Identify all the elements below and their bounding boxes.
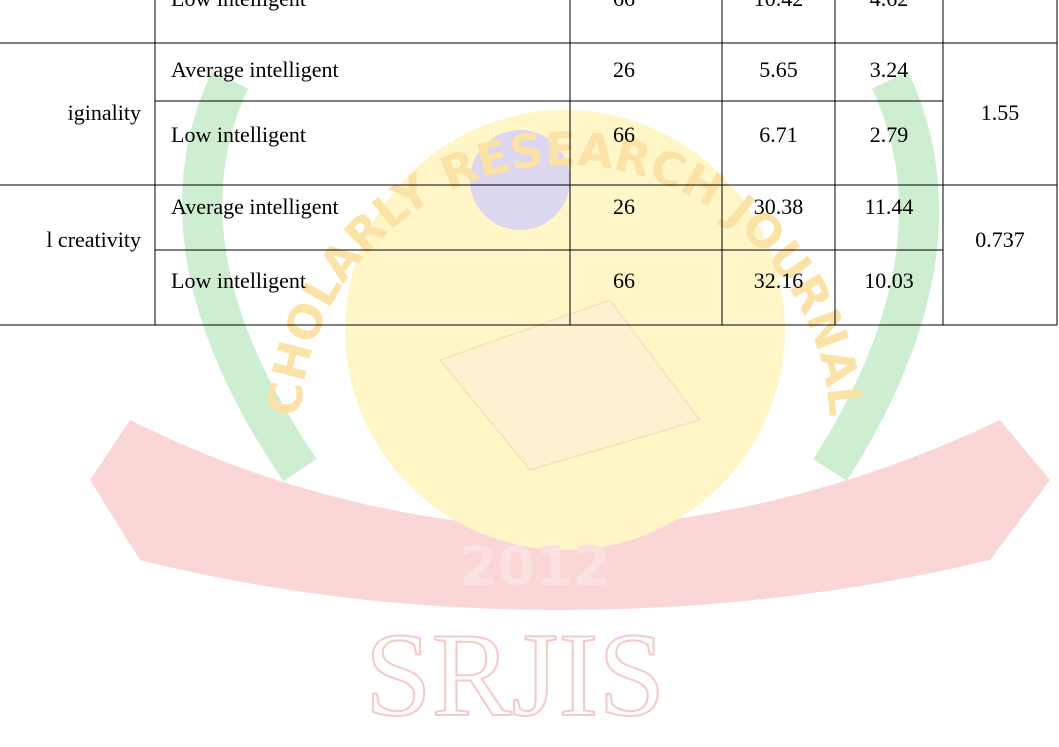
cell: 3.24 <box>869 57 909 82</box>
cell: Average intelligent <box>171 57 339 82</box>
cell: l creativity <box>46 227 141 252</box>
cell: 66 <box>613 122 635 147</box>
cell: 2.79 <box>869 122 909 147</box>
table-lines <box>0 0 1058 326</box>
laurel-right <box>813 71 940 481</box>
cell: 30.38 <box>753 194 804 219</box>
cell: 26 <box>613 57 635 82</box>
logo-text: SRJIS <box>365 608 665 741</box>
book <box>439 299 701 471</box>
ribbon <box>90 420 1050 610</box>
cell: 66 <box>613 0 635 12</box>
cell: iginality <box>67 100 141 125</box>
cell: Low intelligent <box>171 0 306 12</box>
cell: 6.71 <box>759 122 798 147</box>
cell: 5.65 <box>759 57 798 82</box>
cell: 26 <box>613 194 635 219</box>
cell: Average intelligent <box>171 194 339 219</box>
cell: Low intelligent <box>171 268 307 293</box>
cell: 4.62 <box>835 0 943 12</box>
cell: Low intelligent <box>171 122 307 147</box>
cell: 10.42 <box>722 0 835 12</box>
cell: 1.55 <box>980 100 1020 125</box>
globe <box>470 130 570 230</box>
cell: 10.03 <box>864 268 914 293</box>
cell: 32.16 <box>753 268 804 293</box>
cell: 0.737 <box>975 227 1025 252</box>
cell: 11.44 <box>864 194 914 219</box>
cell: 66 <box>613 268 635 293</box>
laurel-left <box>182 71 317 482</box>
year: 2012 <box>460 535 610 598</box>
